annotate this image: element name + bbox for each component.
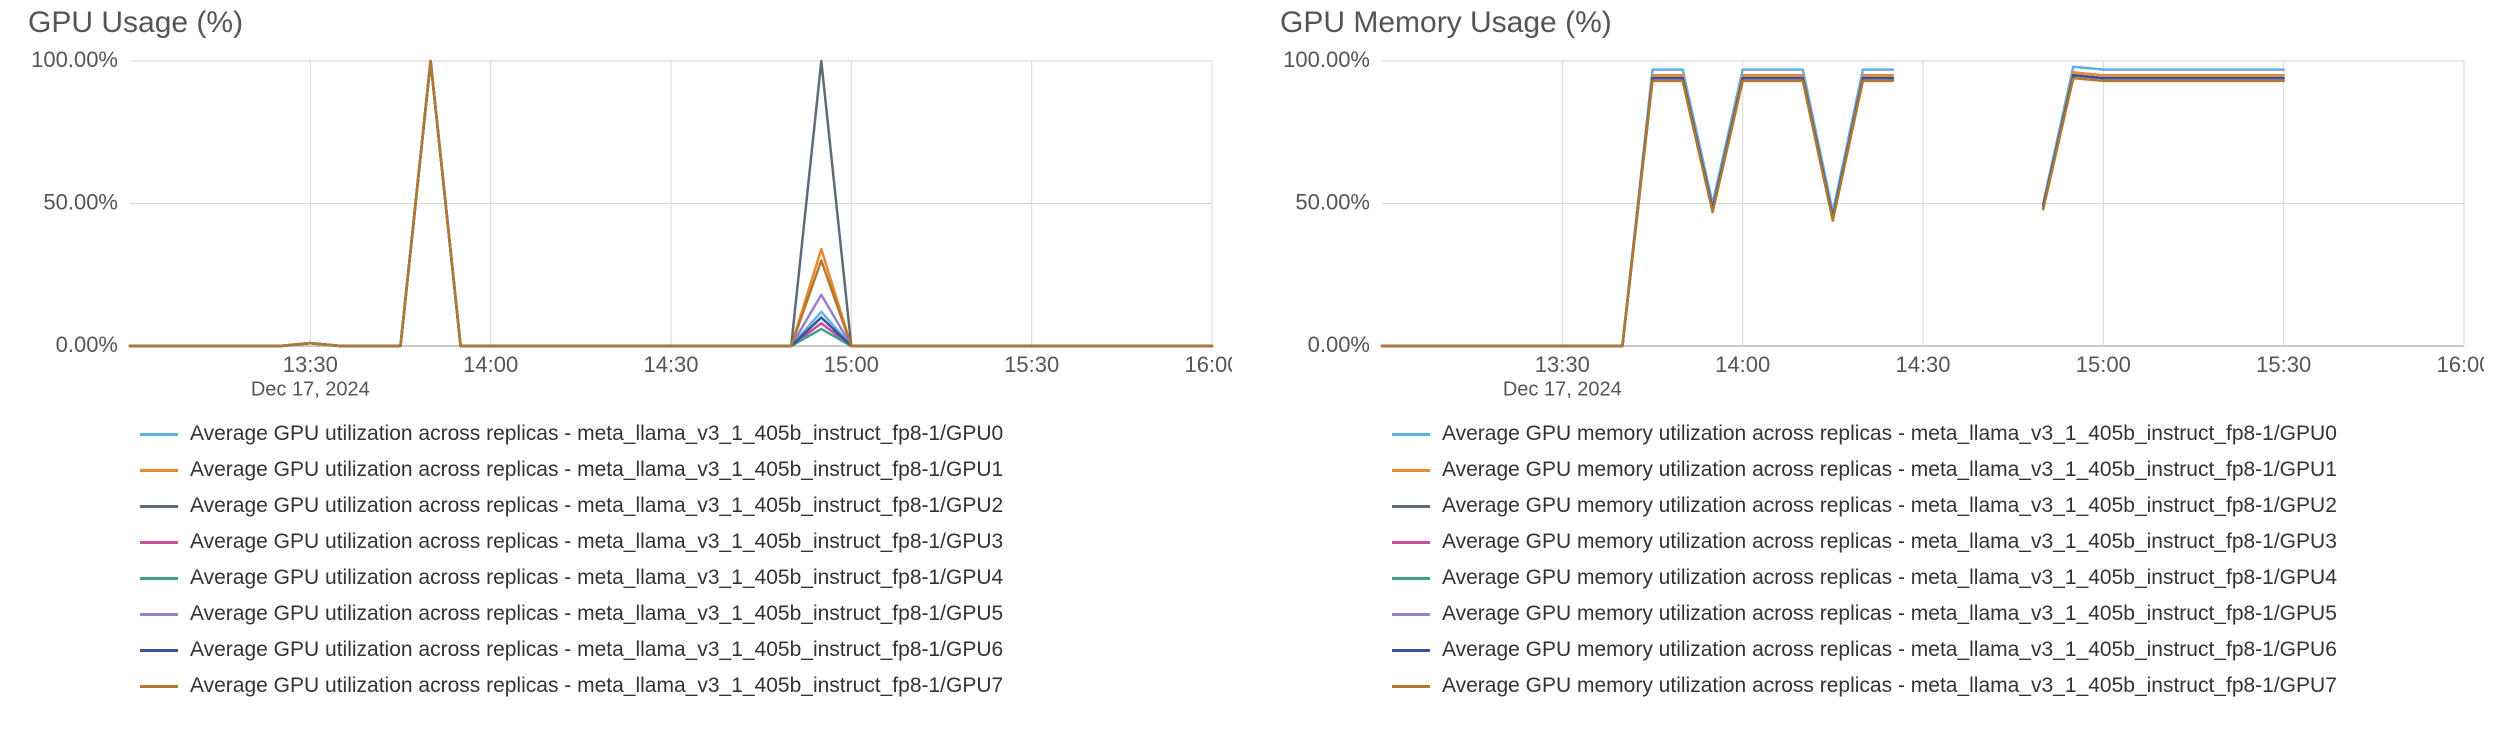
svg-text:14:00: 14:00	[463, 352, 518, 377]
svg-text:50.00%: 50.00%	[1295, 189, 1370, 214]
svg-text:16:00: 16:00	[1184, 352, 1232, 377]
legend-label: Average GPU utilization across replicas …	[190, 458, 1003, 482]
legend-item[interactable]: Average GPU memory utilization across re…	[1392, 524, 2484, 560]
legend-label: Average GPU utilization across replicas …	[190, 494, 1003, 518]
chart-title-gpu-usage: GPU Usage (%)	[28, 6, 1232, 40]
svg-text:15:30: 15:30	[2256, 352, 2311, 377]
legend-swatch	[1392, 649, 1430, 652]
legend-swatch	[140, 541, 178, 544]
svg-text:14:30: 14:30	[1895, 352, 1950, 377]
legend-label: Average GPU utilization across replicas …	[190, 674, 1003, 698]
legend-item[interactable]: Average GPU utilization across replicas …	[140, 524, 1232, 560]
legend-swatch	[140, 577, 178, 580]
legend-label: Average GPU memory utilization across re…	[1442, 458, 2337, 482]
legend-item[interactable]: Average GPU utilization across replicas …	[140, 560, 1232, 596]
legend-label: Average GPU memory utilization across re…	[1442, 674, 2337, 698]
legend-swatch	[140, 469, 178, 472]
chart-area-gpu-usage: 0.00% 50.00% 100.00% 13:30Dec 17, 2024 14:00…	[20, 46, 1232, 406]
chart-title-gpu-memory-usage: GPU Memory Usage (%)	[1280, 6, 2484, 40]
svg-text:100.00%: 100.00%	[31, 47, 118, 72]
legend-item[interactable]: Average GPU memory utilization across re…	[1392, 668, 2484, 704]
svg-text:14:00: 14:00	[1715, 352, 1770, 377]
legend-item[interactable]: Average GPU memory utilization across re…	[1392, 596, 2484, 632]
legend-item[interactable]: Average GPU memory utilization across re…	[1392, 416, 2484, 452]
svg-text:50.00%: 50.00%	[43, 189, 118, 214]
legend-item[interactable]: Average GPU memory utilization across re…	[1392, 452, 2484, 488]
svg-text:15:00: 15:00	[2076, 352, 2131, 377]
legend-item[interactable]: Average GPU memory utilization across re…	[1392, 560, 2484, 596]
legend-label: Average GPU utilization across replicas …	[190, 530, 1003, 554]
chart-svg-gpu-usage: 0.00% 50.00% 100.00% 13:30Dec 17, 2024 14:00…	[20, 46, 1232, 406]
chart-svg-gpu-memory-usage: 0.00% 50.00% 100.00% 13:30Dec 17, 2024 14:00…	[1272, 46, 2484, 406]
legend-item[interactable]: Average GPU utilization across replicas …	[140, 452, 1232, 488]
legend-item[interactable]: Average GPU utilization across replicas …	[140, 632, 1232, 668]
legend-swatch	[1392, 613, 1430, 616]
chart-area-gpu-memory-usage: 0.00% 50.00% 100.00% 13:30Dec 17, 2024 14:00…	[1272, 46, 2484, 406]
legend-gpu-memory-usage: Average GPU memory utilization across re…	[1272, 416, 2484, 704]
legend-swatch	[1392, 505, 1430, 508]
svg-text:15:00: 15:00	[824, 352, 879, 377]
legend-swatch	[1392, 433, 1430, 436]
legend-swatch	[1392, 685, 1430, 688]
legend-swatch	[1392, 469, 1430, 472]
legend-item[interactable]: Average GPU memory utilization across re…	[1392, 488, 2484, 524]
svg-text:100.00%: 100.00%	[1283, 47, 1370, 72]
svg-text:0.00%: 0.00%	[1308, 332, 1370, 357]
legend-item[interactable]: Average GPU memory utilization across re…	[1392, 632, 2484, 668]
legend-label: Average GPU utilization across replicas …	[190, 638, 1003, 662]
panel-gpu-memory-usage: GPU Memory Usage (%) 0.00% 50.00% 100.00% 1…	[1252, 0, 2504, 756]
legend-label: Average GPU memory utilization across re…	[1442, 422, 2337, 446]
legend-label: Average GPU utilization across replicas …	[190, 422, 1003, 446]
legend-item[interactable]: Average GPU utilization across replicas …	[140, 488, 1232, 524]
svg-text:Dec 17, 2024: Dec 17, 2024	[1503, 379, 1622, 401]
legend-swatch	[1392, 541, 1430, 544]
legend-label: Average GPU memory utilization across re…	[1442, 638, 2337, 662]
svg-text:13:30: 13:30	[1535, 352, 1590, 377]
legend-swatch	[140, 433, 178, 436]
legend-item[interactable]: Average GPU utilization across replicas …	[140, 596, 1232, 632]
panel-gpu-usage: GPU Usage (%) 0.00% 50.00% 100.00% 13:30Dec…	[0, 0, 1252, 756]
svg-text:13:30: 13:30	[283, 352, 338, 377]
dashboard: GPU Usage (%) 0.00%50.00%100.00%13:30Dec…	[0, 0, 2504, 756]
legend-gpu-usage: Average GPU utilization across replicas …	[20, 416, 1232, 704]
legend-label: Average GPU utilization across replicas …	[190, 566, 1003, 590]
legend-swatch	[140, 649, 178, 652]
legend-swatch	[140, 613, 178, 616]
legend-swatch	[140, 505, 178, 508]
svg-text:15:30: 15:30	[1004, 352, 1059, 377]
legend-item[interactable]: Average GPU utilization across replicas …	[140, 416, 1232, 452]
legend-label: Average GPU memory utilization across re…	[1442, 566, 2337, 590]
svg-text:16:00: 16:00	[2436, 352, 2484, 377]
legend-label: Average GPU memory utilization across re…	[1442, 530, 2337, 554]
legend-swatch	[140, 685, 178, 688]
legend-item[interactable]: Average GPU utilization across replicas …	[140, 668, 1232, 704]
legend-label: Average GPU memory utilization across re…	[1442, 602, 2337, 626]
legend-label: Average GPU memory utilization across re…	[1442, 494, 2337, 518]
svg-text:0.00%: 0.00%	[56, 332, 118, 357]
svg-text:14:30: 14:30	[643, 352, 698, 377]
svg-text:Dec 17, 2024: Dec 17, 2024	[251, 379, 370, 401]
legend-label: Average GPU utilization across replicas …	[190, 602, 1003, 626]
legend-swatch	[1392, 577, 1430, 580]
